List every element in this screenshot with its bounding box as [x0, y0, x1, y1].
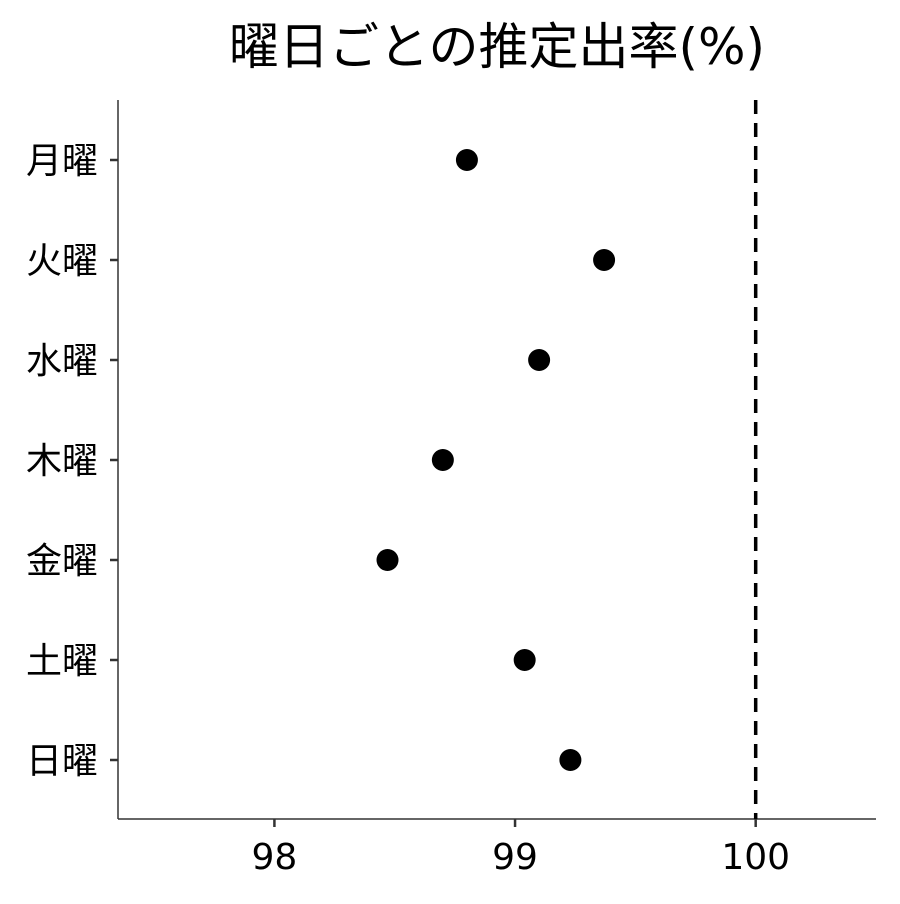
y-tick-label: 金曜 [26, 541, 98, 582]
y-tick-label: 木曜 [26, 441, 98, 482]
x-tick-label: 98 [252, 837, 298, 878]
axes [117, 100, 876, 820]
y-tick-label: 土曜 [26, 641, 98, 682]
data-point [593, 249, 616, 271]
data-point [528, 349, 551, 371]
y-tick-label: 日曜 [26, 741, 98, 782]
data-point [376, 549, 399, 571]
y-tick-label: 月曜 [26, 141, 98, 182]
data-point [559, 749, 582, 771]
y-tick-label: 火曜 [26, 241, 98, 282]
data-point [513, 649, 536, 671]
data-points [376, 149, 616, 771]
data-point [431, 449, 454, 471]
data-point [455, 149, 478, 171]
chart-title: 曜日ごとの推定出率(%) [229, 18, 765, 76]
y-tick-label: 水曜 [26, 341, 98, 382]
x-tick-label: 99 [492, 837, 538, 878]
x-tick-label: 100 [721, 837, 790, 878]
x-axis-ticks: 98 99 100 [252, 819, 790, 878]
